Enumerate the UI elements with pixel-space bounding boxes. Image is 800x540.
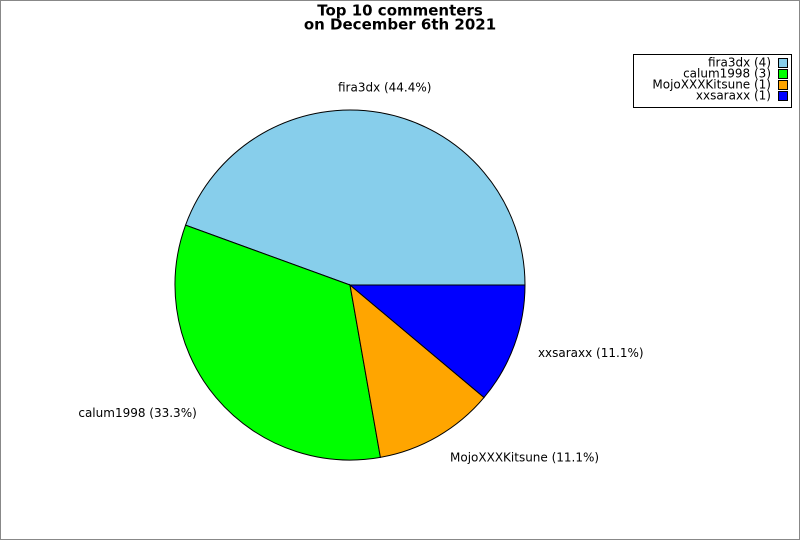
legend-label: fira3dx (4) [708,56,771,70]
slice-label: MojoXXXKitsune (11.1%) [450,451,599,465]
slice-label: calum1998 (33.3%) [78,406,196,420]
legend-label: xxsaraxx (1) [696,89,771,103]
pie-slice [174,224,381,461]
legend-swatch [778,69,788,79]
legend-swatch [778,80,788,90]
pie-slice [349,283,485,458]
chart-title: on December 6th 2021 [304,16,496,34]
chart-title: Top 10 commenters [317,2,483,20]
legend-swatch [778,91,788,101]
pie-slice [184,109,526,286]
legend-swatch [778,58,788,68]
legend-label: MojoXXXKitsune (1) [652,78,771,92]
legend-box [633,54,792,108]
slice-label: fira3dx (44.4%) [338,81,432,95]
pie-slice [348,284,526,399]
slice-label: xxsaraxx (11.1%) [538,346,644,360]
legend-label: calum1998 (3) [683,67,771,81]
